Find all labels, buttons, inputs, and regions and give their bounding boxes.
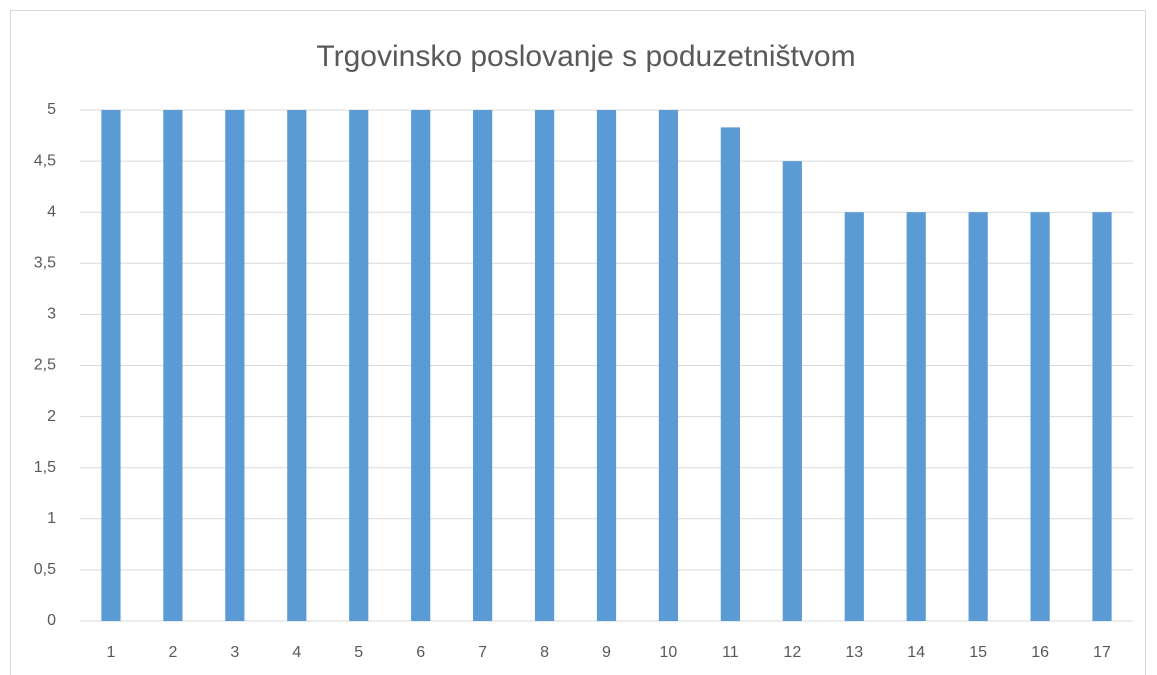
bar [906, 212, 926, 621]
x-tick-label: 1 [107, 644, 116, 661]
y-tick-label: 1 [47, 510, 56, 527]
bar [782, 161, 802, 621]
bar [101, 110, 121, 621]
x-tick-label: 14 [907, 644, 925, 661]
x-tick-label: 3 [230, 644, 239, 661]
x-tick-label: 2 [168, 644, 177, 661]
bar [1092, 212, 1112, 621]
x-tick-label: 5 [354, 644, 363, 661]
x-tick-label: 10 [660, 644, 678, 661]
x-tick-label: 12 [783, 644, 801, 661]
bar [844, 212, 864, 621]
y-tick-label: 2 [47, 408, 56, 425]
bar [411, 110, 431, 621]
x-tick-label: 4 [292, 644, 301, 661]
bar [1030, 212, 1050, 621]
x-tick-label: 16 [1031, 644, 1049, 661]
bar [163, 110, 183, 621]
x-tick-label: 8 [540, 644, 549, 661]
y-tick-label: 2,5 [34, 357, 56, 374]
bar [658, 110, 679, 621]
y-tick-label: 3,5 [34, 255, 56, 272]
y-tick-label: 0 [47, 612, 56, 629]
x-tick-label: 15 [969, 644, 987, 661]
bar [473, 110, 493, 621]
bar [720, 127, 740, 622]
y-tick-label: 5 [47, 101, 56, 118]
bar [287, 110, 307, 621]
bar [534, 110, 555, 621]
x-tick-label: 17 [1093, 644, 1111, 661]
y-tick-label: 3 [47, 306, 56, 323]
y-tick-label: 1,5 [34, 459, 56, 476]
y-tick-label: 0,5 [34, 561, 56, 578]
bar [596, 110, 617, 621]
bar [349, 110, 369, 621]
chart-frame [10, 10, 1146, 675]
y-tick-label: 4,5 [34, 152, 56, 169]
x-tick-label: 9 [602, 644, 611, 661]
chart-title: Trgovinsko poslovanje s poduzetništvom [316, 40, 855, 73]
x-tick-label: 7 [478, 644, 487, 661]
x-tick-label: 6 [416, 644, 425, 661]
x-tick-label: 13 [845, 644, 863, 661]
bar [968, 212, 988, 621]
x-tick-label: 11 [722, 644, 739, 661]
y-tick-label: 4 [47, 203, 56, 220]
bar [225, 110, 245, 621]
